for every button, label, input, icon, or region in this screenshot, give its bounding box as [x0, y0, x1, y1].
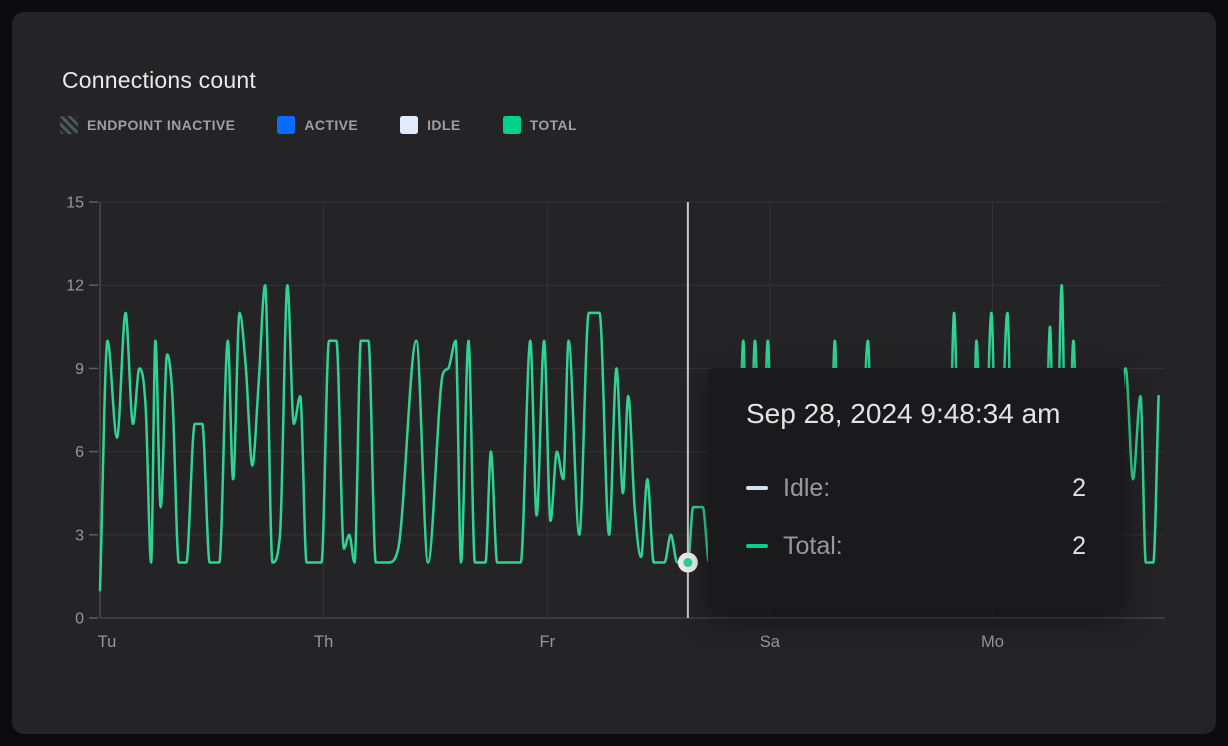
total-swatch-icon — [502, 116, 521, 134]
x-tick-label: Mo — [981, 633, 1004, 651]
y-tick-label: 6 — [75, 444, 84, 461]
x-tick-label: Sa — [760, 633, 781, 651]
tooltip-value: 2 — [1072, 531, 1086, 560]
tooltip-label: Total: — [783, 531, 843, 560]
x-tick-label: Tu — [98, 633, 117, 651]
y-tick-label: 9 — [75, 361, 84, 378]
total-dash-icon — [746, 543, 768, 549]
legend-label: ACTIVE — [304, 117, 359, 133]
active-point-dot — [683, 558, 693, 568]
tooltip-timestamp: Sep 28, 2024 9:48:34 am — [746, 398, 1061, 429]
y-tick-label: 12 — [66, 278, 84, 295]
idle-dash-icon — [746, 485, 768, 491]
legend-item-idle[interactable]: IDLE — [400, 116, 461, 134]
legend-item-active[interactable]: ACTIVE — [277, 116, 358, 134]
legend-item-total[interactable]: TOTAL — [502, 116, 577, 134]
tooltip-row-idle: Idle: 2 — [746, 472, 1086, 504]
legend-label: ENDPOINT INACTIVE — [87, 117, 236, 133]
active-swatch-icon — [277, 116, 296, 134]
x-tick-label: Th — [314, 633, 333, 651]
y-tick-label: 0 — [75, 611, 84, 628]
tooltip-label: Idle: — [783, 473, 831, 502]
tooltip-value: 2 — [1072, 473, 1086, 502]
x-tick-label: Fr — [540, 633, 556, 651]
legend-label: TOTAL — [529, 117, 577, 133]
chart-tooltip: Sep 28, 2024 9:48:34 am Idle: 2 Total: 2 — [708, 368, 1124, 610]
chart-legend: ENDPOINT INACTIVE ACTIVE IDLE TOTAL — [60, 116, 577, 134]
legend-label: IDLE — [427, 117, 461, 133]
y-tick-label: 15 — [66, 195, 84, 212]
idle-swatch-icon — [400, 116, 419, 134]
endpoint-inactive-swatch-icon — [60, 116, 78, 134]
connections-count-card: Connections count ENDPOINT INACTIVE ACTI… — [12, 12, 1216, 734]
connections-chart-canvas[interactable]: 0 3 6 9 12 15 Tu Th Fr Sa Mo — [12, 12, 1216, 734]
tooltip-row-total: Total: 2 — [746, 530, 1086, 562]
card-title: Connections count — [62, 67, 256, 93]
y-tick-label: 3 — [75, 527, 84, 544]
legend-item-endpoint-inactive[interactable]: ENDPOINT INACTIVE — [60, 116, 235, 134]
